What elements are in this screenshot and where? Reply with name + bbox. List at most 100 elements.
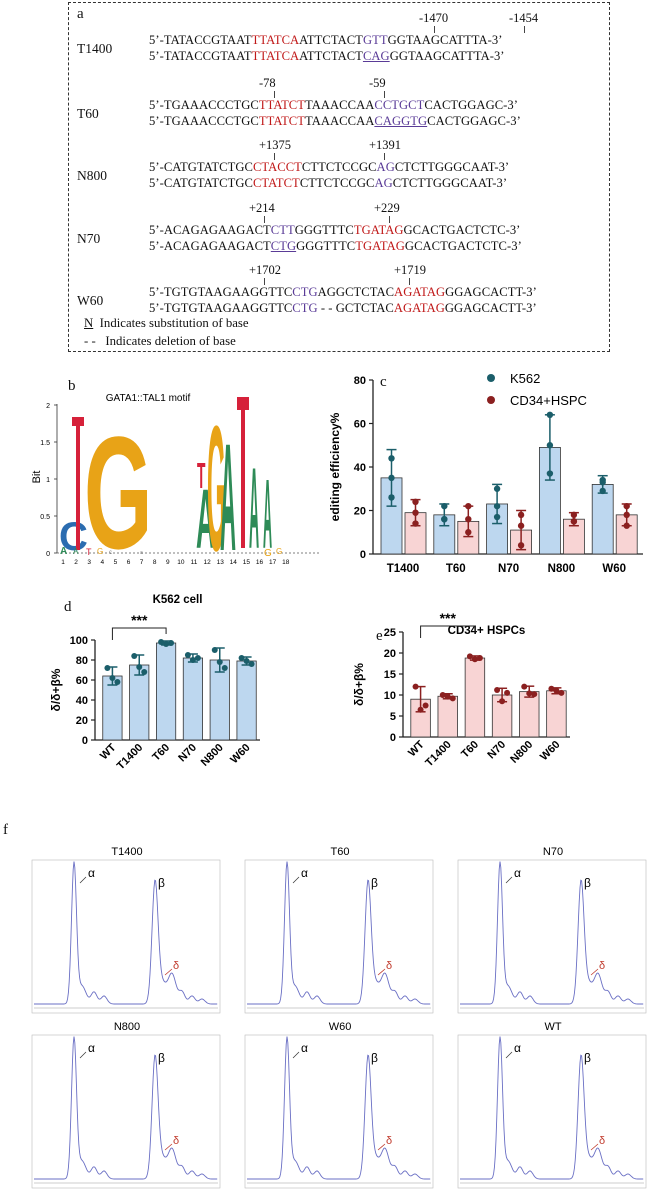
data-point xyxy=(599,487,606,495)
spectrum-w60: W60 α β δ xyxy=(244,1021,434,1189)
data-point xyxy=(517,522,525,529)
legend-deletion: - - Indicates deletion of base xyxy=(84,334,236,349)
motif-ytick-label: 1.5 xyxy=(40,440,50,447)
x-tick-label: T1400 xyxy=(115,742,146,773)
bar xyxy=(156,642,177,741)
position-tick xyxy=(274,153,275,160)
spectrum-frame xyxy=(457,859,647,1014)
panel-f-label: f xyxy=(3,822,8,838)
data-point xyxy=(238,655,245,661)
motif-t-bar xyxy=(72,417,84,426)
data-point xyxy=(465,529,472,536)
bar xyxy=(546,690,567,738)
data-point xyxy=(499,698,506,705)
spectrum-title: T60 xyxy=(331,846,350,858)
motif-t15-stem xyxy=(241,410,245,548)
data-point xyxy=(623,511,630,519)
delta-arrow xyxy=(164,1143,173,1151)
spectrum-title: T1400 xyxy=(111,846,142,858)
y-tick-label: 20 xyxy=(76,715,88,727)
delta-label: δ xyxy=(386,1135,392,1147)
position-marker: +229 xyxy=(374,201,400,215)
spectrum-frame xyxy=(31,859,221,1014)
sequence-line: 5’-TGTGTAAGAAGGTTCCTG - - GCTCTACAGATAGG… xyxy=(149,301,537,316)
data-point xyxy=(412,683,419,690)
data-point xyxy=(441,502,448,510)
alpha-label: α xyxy=(88,1041,95,1055)
data-point xyxy=(546,442,554,449)
sequence-segment: AGGCTCTAC xyxy=(317,285,395,299)
delta-arrow xyxy=(590,1143,599,1151)
motif-letter-a16: A xyxy=(249,446,259,574)
delta-arrow xyxy=(164,968,173,976)
position-tick xyxy=(389,216,390,223)
sequence-segment: CTCTTGGGCAAT-3’ xyxy=(392,176,508,190)
legend-marker xyxy=(487,396,495,404)
spectrum-frame xyxy=(31,1034,221,1189)
motif-xtick-label: 6 xyxy=(127,559,131,566)
data-point xyxy=(548,685,555,692)
y-tick-label: 40 xyxy=(354,462,366,474)
motif-xtick-label: 17 xyxy=(269,559,277,566)
data-point xyxy=(388,494,395,501)
sequence-segment: GGGTTTC xyxy=(294,223,354,237)
alpha-arrow xyxy=(505,876,513,884)
sequence-segment: GGGTTTC xyxy=(296,239,356,253)
y-tick-label: 0 xyxy=(360,549,366,561)
legend-label: K562 xyxy=(510,371,540,386)
beta-label: β xyxy=(584,876,591,890)
data-point xyxy=(109,675,116,681)
alpha-label: α xyxy=(301,1041,308,1055)
y-tick-label: 40 xyxy=(76,695,88,707)
data-point xyxy=(243,658,250,664)
sequence-line: 5’-TGAAACCCTGCTTATCTTAAACCAACAGGTGCACTGG… xyxy=(149,114,521,129)
alpha-label: α xyxy=(301,866,308,880)
sequence-segment: TGATAG xyxy=(353,223,404,237)
spectrum-frame xyxy=(244,859,434,1014)
spectrum-trace xyxy=(460,1036,644,1180)
sequence-segment: TTATCT xyxy=(258,114,306,128)
sequence-segment: GCACTGACTCTC-3’ xyxy=(404,239,522,253)
panel-e-label: e xyxy=(376,628,383,644)
motif-xtick-label: 3 xyxy=(87,559,91,566)
y-tick-label: 80 xyxy=(76,655,88,667)
significance-label: *** xyxy=(131,612,148,628)
sequence-segment: 5’-ACAGAGAAGACT xyxy=(149,223,271,237)
sequence-segment: GGTAAGCATTTA-3’ xyxy=(389,49,505,63)
motif-ytick-label: 0.5 xyxy=(40,514,50,521)
delta-label: δ xyxy=(173,1135,179,1147)
motif-xtick-label: 5 xyxy=(114,559,118,566)
data-point xyxy=(114,679,121,685)
data-point xyxy=(517,511,525,519)
beta-label: β xyxy=(158,876,165,890)
motif-ytick-label: 2 xyxy=(46,403,50,410)
spectrum-n70: N70 α β δ xyxy=(457,846,647,1014)
motif-xtick-label: 9 xyxy=(166,559,170,566)
spectrum-wt: WT α β δ xyxy=(457,1021,647,1189)
sequence-segment: CTT xyxy=(270,223,295,237)
x-tick-label: W60 xyxy=(228,742,252,766)
data-point xyxy=(465,516,472,523)
motif-letter-small8: a xyxy=(140,550,143,556)
y-tick-label: 60 xyxy=(354,419,366,431)
spectrum-frame xyxy=(457,1034,647,1189)
sequence-segment: CTG xyxy=(270,239,297,253)
data-point xyxy=(412,498,419,505)
data-point xyxy=(131,653,138,659)
spectrum-trace xyxy=(34,1036,218,1180)
position-tick xyxy=(264,216,265,223)
x-tick-label: N70 xyxy=(485,739,508,762)
position-marker: +1719 xyxy=(394,263,427,277)
position-marker: +1375 xyxy=(259,138,292,152)
y-tick-label: 100 xyxy=(70,635,88,647)
position-tick xyxy=(264,278,265,285)
motif-letter-g: G xyxy=(84,404,152,578)
bar xyxy=(236,660,257,741)
x-tick-label: T60 xyxy=(446,563,466,575)
data-point xyxy=(417,706,424,713)
sequence-line: 5’-CATGTATCTGCCTACCTCTTCTCCGCAGCTCTTGGGC… xyxy=(149,160,509,175)
data-point xyxy=(553,687,560,694)
sequence-segment: CACTGGAGC-3’ xyxy=(427,114,521,128)
motif-letter-g4: G xyxy=(97,547,103,556)
sequence-segment: AG xyxy=(374,176,393,190)
